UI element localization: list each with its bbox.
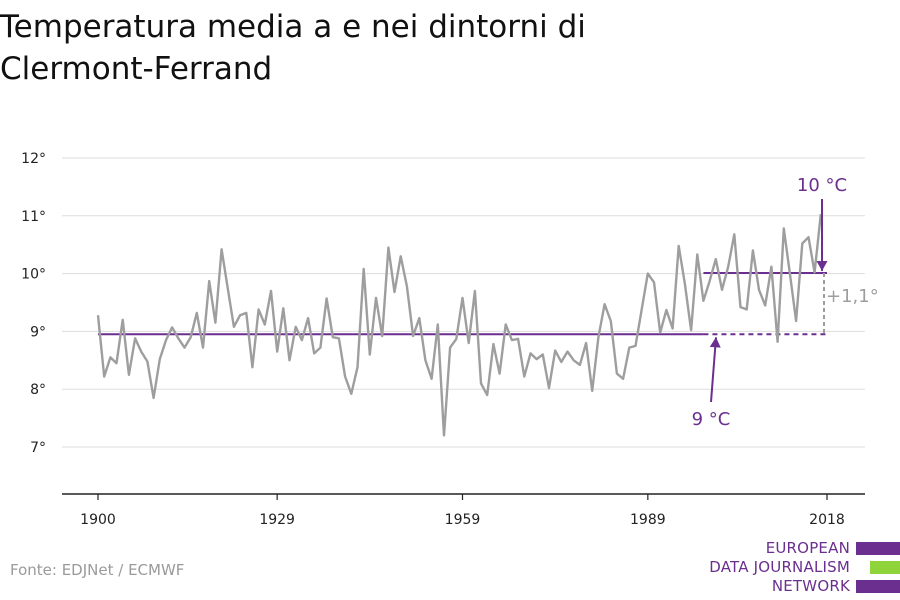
y-tick-label: 11° [21,209,46,225]
y-tick-label: 7° [30,440,46,456]
logo-bar-3 [856,580,900,593]
x-tick-label: 2018 [809,512,845,528]
label-10c: 10 °C [797,175,847,196]
y-axis: 7° 8° 9° 10° 11° 12° [21,151,46,456]
arrow-9c [710,337,717,403]
y-tick-label: 10° [21,267,46,283]
x-tick-label: 1929 [259,512,295,528]
label-9c: 9 °C [692,409,731,430]
x-axis: 1900 1929 1959 1989 2018 [62,493,865,528]
logo-line-1: EUROPEAN [765,539,850,557]
x-tick-label: 1989 [630,512,666,528]
y-tick-label: 8° [30,382,46,398]
logo-bar-2 [870,561,900,574]
x-tick-label: 1959 [445,512,481,528]
logo-line-3: NETWORK [771,577,850,595]
page-title: Temperatura media a e nei dintorni di Cl… [0,9,586,87]
y-tick-label: 12° [21,151,46,167]
x-tick-label: 1900 [80,512,116,528]
source-note: Fonte: EDJNet / ECMWF [10,561,185,579]
edjnet-logo: EUROPEAN DATA JOURNALISM NETWORK [690,539,900,597]
arrow-9c-head [709,337,721,348]
difference-label: +1,1° [826,286,879,307]
arrow-10c-head [816,261,828,272]
temperature-series-line [96,213,822,437]
logo-line-2: DATA JOURNALISM [709,558,850,576]
reference-lines [98,272,827,336]
series-layer [96,213,822,437]
logo-bar-1 [856,542,900,555]
annotations: +1,1° 10 °C 9 °C [692,175,879,430]
y-tick-label: 9° [30,324,46,340]
